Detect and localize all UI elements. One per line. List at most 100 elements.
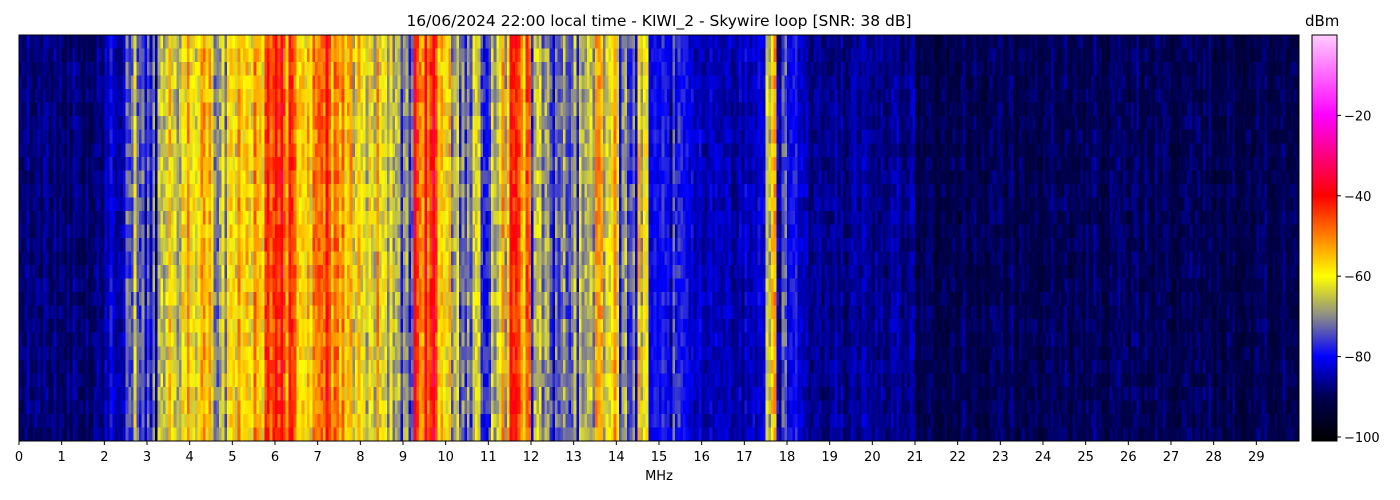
heatmap-cell [144,197,148,212]
heatmap-cell [325,305,329,320]
heatmap-cell [205,413,209,428]
heatmap-cell [320,224,324,239]
heatmap-cell [264,116,268,131]
heatmap-cell [221,400,225,415]
heatmap-cell [88,183,92,198]
heatmap-cell [272,183,276,198]
heatmap-cell [403,413,407,428]
heatmap-cell [19,359,23,374]
heatmap-cell [448,359,452,374]
heatmap-cell [424,373,428,388]
heatmap-cell [184,346,188,361]
heatmap-cell [51,89,55,104]
heatmap-cell [360,386,364,401]
heatmap-cell [461,156,465,171]
heatmap-cell [128,35,132,49]
heatmap-cell [40,386,44,401]
heatmap-cell [432,224,436,239]
heatmap-cell [421,102,425,117]
heatmap-cell [443,129,447,144]
heatmap-cell [181,346,185,361]
heatmap-cell [339,386,343,401]
heatmap-cell [301,251,305,266]
heatmap-cell [125,48,129,63]
heatmap-cell [200,400,204,415]
heatmap-cell [400,143,404,158]
heatmap-cell [448,129,452,144]
heatmap-cell [107,400,111,415]
heatmap-cell [336,62,340,76]
heatmap-cell [37,210,41,225]
heatmap-cell [107,62,111,76]
heatmap-cell [45,116,49,131]
heatmap-cell [77,319,81,334]
heatmap-cell [235,62,239,76]
heatmap-cell [133,238,137,252]
heatmap-cell [371,197,375,212]
heatmap-cell [459,319,463,334]
heatmap-cell [379,102,383,117]
heatmap-cell [387,292,391,307]
heatmap-cell [21,224,25,239]
heatmap-cell [416,170,420,185]
heatmap-cell [373,319,377,334]
heatmap-cell [237,427,241,442]
heatmap-cell [45,319,49,334]
heatmap-cell [301,197,305,212]
heatmap-cell [237,413,241,428]
heatmap-cell [427,183,431,198]
heatmap-cell [323,292,327,307]
heatmap-cell [285,156,289,171]
heatmap-cell [355,359,359,374]
heatmap-cell [171,35,175,49]
heatmap-cell [40,427,44,442]
heatmap-cell [85,373,89,388]
heatmap-cell [27,413,31,428]
heatmap-cell [205,35,209,49]
heatmap-cell [157,129,161,144]
heatmap-cell [67,48,71,63]
heatmap-cell [61,427,65,442]
heatmap-cell [149,143,153,158]
heatmap-cell [264,265,268,279]
heatmap-cell [299,427,303,442]
heatmap-cell [264,346,268,361]
heatmap-cell [35,224,39,239]
heatmap-cell [307,197,311,212]
heatmap-cell [197,305,201,320]
heatmap-cell [355,102,359,117]
heatmap-cell [445,427,449,442]
heatmap-cell [211,427,215,442]
heatmap-cell [21,332,25,347]
heatmap-cell [123,332,127,347]
heatmap-cell [211,359,215,374]
heatmap-cell [251,238,255,252]
heatmap-cell [381,400,385,415]
heatmap-cell [283,359,287,374]
heatmap-cell [419,373,423,388]
heatmap-cell [125,156,129,171]
heatmap-cell [403,183,407,198]
heatmap-cell [237,35,241,49]
heatmap-cell [115,183,119,198]
heatmap-cell [115,427,119,442]
heatmap-cell [451,346,455,361]
heatmap-cell [328,359,332,374]
heatmap-cell [443,332,447,347]
heatmap-cell [416,346,420,361]
heatmap-cell [83,373,87,388]
heatmap-cell [144,359,148,374]
heatmap-cell [21,265,25,279]
heatmap-cell [93,319,97,334]
heatmap-cell [333,332,337,347]
heatmap-cell [379,75,383,90]
heatmap-cell [240,373,244,388]
heatmap-cell [440,278,444,293]
heatmap-cell [416,359,420,374]
heatmap-cell [344,48,348,63]
heatmap-cell [341,305,345,320]
heatmap-cell [267,386,271,401]
heatmap-cell [51,35,55,49]
heatmap-cell [96,170,100,185]
heatmap-cell [80,48,84,63]
